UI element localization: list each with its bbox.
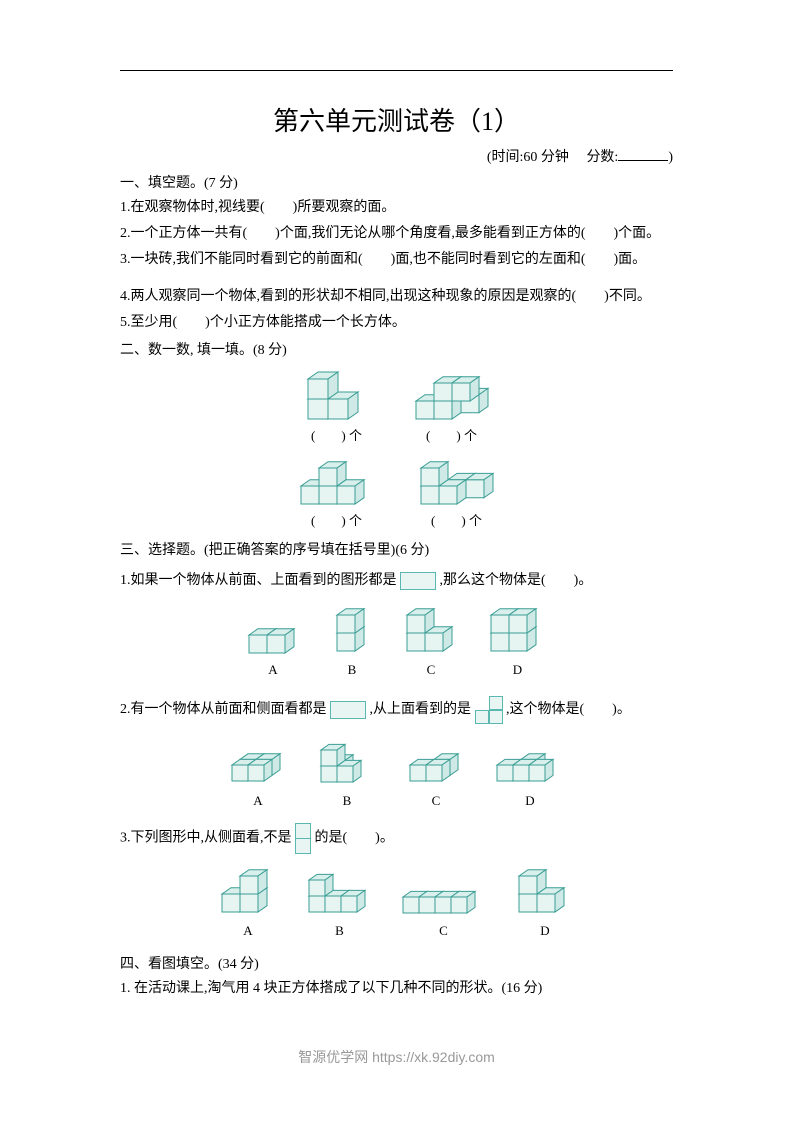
s1-q3: 3.一块砖,我们不能同时看到它的前面和( )面,也不能同时看到它的左面和( )面… xyxy=(120,248,673,272)
flat-rect-icon xyxy=(400,572,436,590)
s2-row2: ( ) 个 ( ) 个 xyxy=(120,452,673,529)
cube-option-b xyxy=(315,734,380,789)
s1-q4: 4.两人观察同一个物体,看到的形状却不相同,出现这种现象的原因是观察的( )不同… xyxy=(120,285,673,309)
cube-diagram-s2-3 xyxy=(297,452,377,510)
cube-option-c xyxy=(399,879,489,919)
section-4-head: 四、看图填空。(34 分) xyxy=(120,953,673,973)
s3-q3-options: A B C D xyxy=(120,864,673,939)
cube-option-d xyxy=(493,739,568,789)
s2-label: ( ) 个 xyxy=(412,425,492,444)
meta-line: (时间:60 分钟 分数:) xyxy=(120,146,673,166)
s1-q1: 1.在观察物体时,视线要( )所要观察的面。 xyxy=(120,196,673,220)
cube-diagram-s2-2 xyxy=(412,367,492,425)
s2-row1: ( ) 个 ( ) 个 xyxy=(120,367,673,444)
s1-q5: 5.至少用( )个小正方体能搭成一个长方体。 xyxy=(120,311,673,335)
cube-option-a xyxy=(216,864,281,919)
s3-q3: 3.下列图形中,从侧面看,不是 的是( )。 xyxy=(120,823,673,854)
score-label: 分数: xyxy=(586,150,618,165)
cube-option-b xyxy=(305,864,375,919)
cube-option-d xyxy=(485,603,550,658)
s2-label: ( ) 个 xyxy=(297,510,377,529)
s3-q2-options: A B C D xyxy=(120,734,673,809)
s4-q1: 1. 在活动课上,淘气用 4 块正方体搭成了以下几种不同的形状。(16 分) xyxy=(120,977,673,1001)
cube-option-c xyxy=(401,603,461,658)
s2-label: ( ) 个 xyxy=(417,510,497,529)
flat-rect-icon xyxy=(330,701,366,719)
s1-q2: 2.一个正方体一共有( )个面,我们无论从哪个角度看,最多能看到正方体的( )个… xyxy=(120,222,673,246)
cube-option-d xyxy=(513,864,578,919)
time-label: (时间:60 分钟 xyxy=(487,150,569,165)
s3-q2: 2.有一个物体从前面和侧面看都是 ,从上面看到的是 ,这个物体是( )。 xyxy=(120,696,673,724)
s3-q1: 1.如果一个物体从前面、上面看到的图形都是 ,那么这个物体是( )。 xyxy=(120,569,673,593)
section-1-head: 一、填空题。(7 分) xyxy=(120,172,673,192)
footer-text: 智源优学网 https://xk.92diy.com xyxy=(0,1047,793,1067)
section-3-head: 三、选择题。(把正确答案的序号填在括号里)(6 分) xyxy=(120,539,673,559)
cube-option-a xyxy=(226,739,291,789)
cube-diagram-s2-1 xyxy=(302,367,372,425)
l-shape-icon xyxy=(475,696,503,724)
cube-option-a xyxy=(243,613,303,658)
cube-diagram-s2-4 xyxy=(417,452,497,510)
section-2-head: 二、数一数, 填一填。(8 分) xyxy=(120,339,673,359)
cube-option-b xyxy=(327,603,377,658)
page-title: 第六单元测试卷（1） xyxy=(120,101,673,138)
cube-option-c xyxy=(404,739,469,789)
score-blank xyxy=(618,147,668,161)
s2-label: ( ) 个 xyxy=(302,425,372,444)
s3-q1-options: A B C D xyxy=(120,603,673,678)
vert-rect-icon xyxy=(295,823,311,854)
